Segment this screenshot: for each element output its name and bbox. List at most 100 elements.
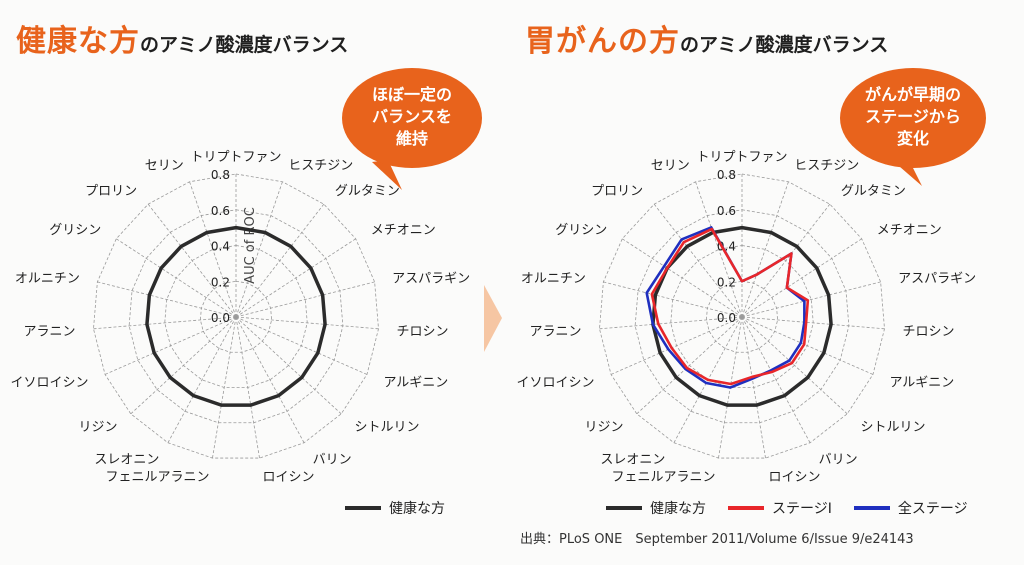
- left-spoke: [235, 316, 368, 375]
- legend-swatch-healthy: [345, 506, 381, 510]
- left-spoke: [235, 316, 379, 330]
- right-spoke: [695, 181, 743, 318]
- right-bubble-line-1: がんが早期の: [864, 85, 961, 104]
- left-spoke: [93, 316, 237, 330]
- right-spoke: [741, 203, 831, 318]
- left-spoke: [235, 316, 342, 415]
- right-spoke: [653, 203, 743, 318]
- right-tick-label: 0.0: [717, 311, 736, 325]
- left-spoke: [97, 281, 237, 318]
- right-category-label: アスパラギン: [898, 271, 976, 286]
- left-tick-label: 0.8: [211, 168, 230, 182]
- left-spoke: [116, 238, 237, 318]
- legend-item-healthy-right: 健康な方: [606, 498, 706, 518]
- left-bubble-text: ほぼ一定の バランスを 維持: [352, 84, 472, 150]
- left-category-label: フェニルアラニン: [105, 470, 209, 485]
- left-series-healthy: [145, 225, 327, 407]
- left-category-label: トリプトファン: [190, 150, 281, 165]
- legend-swatch-stage1: [728, 506, 764, 510]
- left-spoke: [235, 203, 325, 318]
- left-category-label: プロリン: [85, 184, 137, 199]
- right-tick-label: 0.8: [717, 168, 736, 182]
- left-grid-ring: [128, 209, 344, 424]
- left-category-label: バリン: [313, 453, 352, 468]
- right-spoke: [622, 238, 743, 318]
- left-bubble-line-3: 維持: [395, 129, 428, 148]
- right-title-rest: のアミノ酸濃度バランス: [680, 34, 889, 56]
- right-grid-ring: [634, 209, 850, 424]
- left-legend: 健康な方: [345, 498, 467, 518]
- right-grid-ring: [670, 245, 814, 388]
- right-radar-chart: トリプトファンヒスチジングルタミンメチオニンアスパラギンチロシンアルギニンシトル…: [517, 150, 977, 485]
- left-category-label: イソロイシン: [11, 376, 89, 391]
- right-category-label: イソロイシン: [517, 376, 595, 391]
- right-category-label: メチオニン: [877, 223, 942, 238]
- left-tick-label: 0.0: [211, 311, 230, 325]
- left-spoke: [130, 316, 237, 415]
- left-tick-label: 0.2: [211, 275, 230, 289]
- left-grid-ring: [164, 245, 308, 388]
- right-category-label: グルタミン: [841, 184, 906, 199]
- left-spoke: [104, 316, 237, 375]
- legend-item-all-stages: 全ステージ: [853, 498, 968, 518]
- left-category-label: スレオニン: [94, 453, 159, 468]
- left-category-label: アスパラギン: [392, 271, 470, 286]
- right-bubble-line-2: ステージから: [865, 107, 961, 126]
- right-category-label: スレオニン: [600, 453, 665, 468]
- legend-label-all-stages: 全ステージ: [897, 501, 968, 517]
- right-title-accent: 胃がんの方: [525, 24, 680, 59]
- left-category-label: シトルリン: [354, 420, 419, 435]
- left-spoke: [167, 316, 237, 443]
- right-spoke: [636, 316, 743, 415]
- legend-item-stage1: ステージI: [728, 498, 832, 518]
- right-tick-label: 0.4: [717, 240, 736, 254]
- right-spoke: [741, 238, 862, 318]
- legend-label-stage1: ステージI: [772, 501, 832, 517]
- left-title-accent: 健康な方: [16, 24, 140, 59]
- right-spoke: [741, 181, 789, 318]
- right-spoke: [741, 281, 881, 318]
- left-category-label: セリン: [145, 159, 184, 174]
- right-speech-bubble: [840, 68, 986, 186]
- left-spoke: [189, 181, 237, 318]
- right-category-label: バリン: [819, 453, 858, 468]
- right-spoke: [610, 316, 743, 375]
- right-category-label: プロリン: [591, 184, 643, 199]
- right-spoke: [741, 316, 766, 459]
- right-spoke: [741, 316, 874, 375]
- right-chart-title: 胃がんの方のアミノ酸濃度バランス: [525, 16, 888, 60]
- right-category-label: オルニチン: [521, 271, 586, 286]
- left-category-label: アルギニン: [383, 376, 448, 391]
- left-category-label: チロシン: [396, 324, 448, 339]
- left-category-label: アラニン: [24, 324, 76, 339]
- left-spoke: [235, 238, 356, 318]
- right-spoke: [599, 316, 743, 330]
- right-bubble-text: がんが早期の ステージから 変化: [853, 84, 973, 150]
- left-radar-chart: トリプトファンヒスチジングルタミンメチオニンアスパラギンチロシンアルギニンシトル…: [11, 150, 471, 485]
- left-category-label: ロイシン: [262, 470, 314, 485]
- right-spoke: [603, 281, 743, 318]
- right-category-label: アラニン: [530, 324, 582, 339]
- left-spoke: [212, 316, 237, 459]
- right-grid-ring: [705, 280, 779, 353]
- right-spoke: [741, 316, 848, 415]
- left-bubble-tail: [372, 160, 402, 190]
- transition-arrow: [484, 285, 502, 352]
- right-spoke: [741, 316, 885, 330]
- right-category-label: チロシン: [902, 324, 954, 339]
- legend-label-healthy: 健康な方: [389, 501, 445, 517]
- left-tick-label: 0.6: [211, 204, 230, 218]
- legend-swatch-healthy-right: [606, 506, 642, 510]
- right-tick-label: 0.6: [717, 204, 736, 218]
- right-category-label: セリン: [651, 159, 690, 174]
- legend-swatch-all-stages: [853, 506, 890, 510]
- left-category-label: メチオニン: [371, 223, 436, 238]
- left-grid-ring: [199, 280, 273, 353]
- right-category-label: アルギニン: [889, 376, 954, 391]
- legend-label-healthy-right: 健康な方: [650, 501, 706, 517]
- left-title-rest: のアミノ酸濃度バランス: [140, 34, 349, 56]
- right-category-label: シトルリン: [860, 420, 925, 435]
- left-category-label: グルタミン: [335, 184, 400, 199]
- left-bubble-line-1: ほぼ一定の: [371, 85, 452, 104]
- right-category-label: フェニルアラニン: [611, 470, 715, 485]
